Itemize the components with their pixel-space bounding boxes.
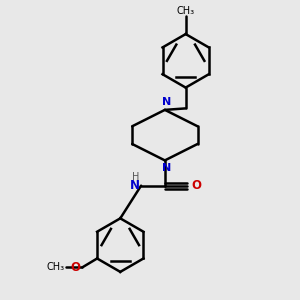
Text: N: N — [130, 179, 140, 192]
Text: O: O — [71, 261, 81, 274]
Text: N: N — [162, 163, 171, 173]
Text: N: N — [162, 98, 171, 107]
Text: H: H — [132, 172, 140, 182]
Text: CH₃: CH₃ — [177, 6, 195, 16]
Text: CH₃: CH₃ — [46, 262, 64, 272]
Text: O: O — [192, 179, 202, 192]
